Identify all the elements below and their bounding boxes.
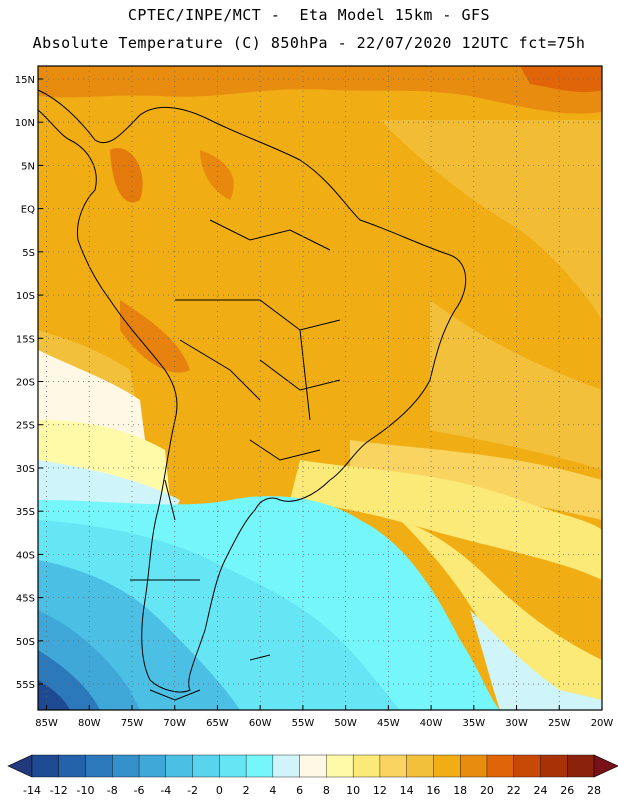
title-field: Absolute Temperature (C) 850hPa - 22/07/… [32, 34, 586, 52]
colorbar-label: -4 [160, 784, 171, 797]
lat-tick-label: 40S [16, 550, 35, 561]
colorbar-swatch [513, 754, 541, 778]
colorbar-under-arrow [7, 754, 33, 778]
lon-tick-label: 20W [591, 718, 614, 729]
colorbar-swatch [352, 754, 381, 778]
lon-tick-label: 60W [249, 718, 272, 729]
colorbar-labels: -14 -12 -10 -8 -6 -4 -2 0 2 4 6 8 10 12 14 16 18 20 22 24 26… [23, 784, 601, 797]
colorbar-label: 26 [560, 784, 574, 797]
colorbar-swatch [245, 754, 274, 778]
graticule [38, 66, 603, 710]
colorbar-label: -10 [77, 784, 95, 797]
lat-tick-label: 20S [16, 378, 35, 389]
colorbar-label: -14 [23, 784, 41, 797]
colorbar-swatch [138, 754, 167, 778]
map-frame [37, 65, 603, 711]
lat-tick-label: 5N [21, 161, 35, 172]
lat-tick-label: 30S [16, 464, 35, 475]
colorbar-label: 0 [216, 784, 223, 797]
colorbar-swatch [540, 754, 568, 778]
title-model: CPTEC/INPE/MCT - Eta Model 15km - GFS [127, 6, 491, 24]
colorbar-swatch [379, 754, 408, 778]
lon-tick-label: 25W [548, 718, 571, 729]
temperature-field [38, 66, 602, 710]
colorbar-label: 24 [533, 784, 547, 797]
colorbar-label: 10 [346, 784, 360, 797]
lat-tick-label: 10S [16, 291, 35, 302]
lat-tick-label: 5S [22, 248, 35, 259]
colorbar-label: -8 [107, 784, 118, 797]
lon-tick-label: 30W [505, 718, 528, 729]
lon-tick-label: 80W [78, 718, 101, 729]
latitude-labels: 15N 10N 5N EQ 5S 10S 15S 20S 25S 30S 35S 40S 45S 50S 5… [15, 75, 35, 691]
lon-tick-label: 65W [206, 718, 229, 729]
colorbar-label: 28 [587, 784, 601, 797]
colorbar-swatch [192, 754, 220, 778]
longitude-labels: 85W 80W 75W 70W 65W 60W 55W 50W 45W 40W 35W 30W 25W 2… [35, 718, 613, 729]
colorbar-swatch [486, 754, 515, 778]
lon-tick-label: 50W [334, 718, 357, 729]
colorbar-label: 20 [480, 784, 494, 797]
colorbar-swatch [433, 754, 461, 778]
colorbar-swatch [219, 754, 247, 778]
lon-tick-label: 85W [35, 718, 58, 729]
colorbar-label: 8 [323, 784, 330, 797]
coastline-borders [37, 89, 467, 701]
colorbar-label: 2 [243, 784, 250, 797]
colorbar-label: 16 [426, 784, 440, 797]
colorbar-swatch [31, 754, 60, 778]
lon-tick-label: 75W [121, 718, 144, 729]
lon-tick-label: 55W [292, 718, 315, 729]
colorbar-swatch [58, 754, 87, 778]
colorbar-swatch [272, 754, 301, 778]
colorbar-label: 4 [269, 784, 276, 797]
colorbar-label: 18 [453, 784, 467, 797]
lat-tick-label: EQ [21, 205, 35, 216]
colorbar-over-arrow [593, 754, 618, 778]
colorbar-swatch [165, 754, 194, 778]
colorbar-swatch [326, 754, 354, 778]
lat-tick-label: 35S [16, 507, 35, 518]
colorbar [7, 754, 618, 778]
lat-tick-label: 25S [16, 421, 35, 432]
colorbar-swatch [459, 754, 488, 778]
lat-tick-label: 15N [15, 75, 35, 86]
colorbar-label: 6 [296, 784, 303, 797]
lat-tick-label: 50S [16, 637, 35, 648]
colorbar-label: -12 [50, 784, 68, 797]
lon-tick-label: 45W [377, 718, 400, 729]
lat-tick-label: 10N [15, 118, 35, 129]
lat-tick-label: 55S [16, 680, 35, 691]
lon-tick-label: 40W [420, 718, 443, 729]
colorbar-swatch [85, 754, 113, 778]
lat-tick-label: 15S [16, 334, 35, 345]
lat-tick-label: 45S [16, 594, 35, 605]
colorbar-label: 12 [373, 784, 387, 797]
colorbar-swatch [299, 754, 327, 778]
colorbar-swatch [112, 754, 140, 778]
colorbar-label: -2 [187, 784, 198, 797]
colorbar-swatch [406, 754, 434, 778]
colorbar-swatch [567, 754, 595, 778]
lon-tick-label: 35W [463, 718, 486, 729]
colorbar-label: 14 [400, 784, 414, 797]
colorbar-label: 22 [507, 784, 521, 797]
lon-tick-label: 70W [163, 718, 186, 729]
colorbar-label: -6 [134, 784, 145, 797]
